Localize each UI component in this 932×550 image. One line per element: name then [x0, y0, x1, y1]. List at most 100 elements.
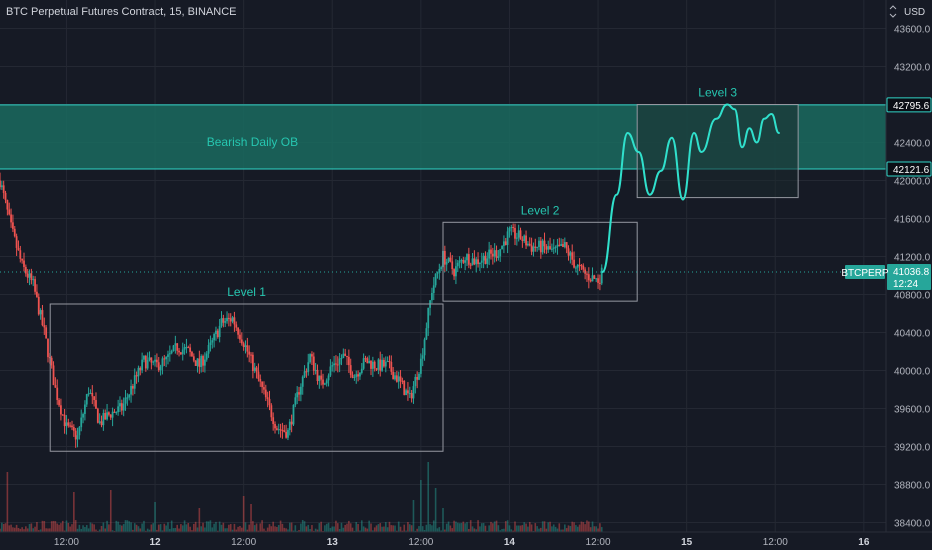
volume-bar [106, 520, 108, 532]
volume-bar [508, 525, 511, 532]
candle-body [96, 408, 99, 423]
volume-bar [445, 523, 448, 532]
candle-body [274, 424, 276, 429]
volume-bar [43, 521, 46, 532]
candle-body [552, 247, 555, 249]
candle-body [508, 228, 511, 232]
volume-bar [492, 523, 494, 532]
volume-bar [49, 528, 51, 532]
volume-bar [276, 526, 278, 532]
volume-bar [582, 522, 585, 532]
volume-bar [279, 520, 282, 532]
candle-body [503, 241, 505, 246]
volume-bar [165, 525, 167, 532]
volume-bar [45, 528, 47, 532]
volume-bar [213, 523, 215, 532]
volume-bar [163, 523, 166, 532]
volume-bar [189, 526, 191, 532]
volume-bar [397, 521, 400, 532]
symbol-tag [845, 265, 885, 280]
volume-bar [558, 523, 561, 532]
volume-bar [0, 528, 1, 532]
bar-countdown-label: 12:24 [893, 279, 918, 290]
candle-body [514, 228, 516, 239]
y-tick-label: 43600.0 [894, 25, 931, 36]
volume-bar [63, 530, 66, 532]
candle-body [36, 291, 38, 297]
volume-bar [540, 527, 542, 532]
candle-body [54, 385, 57, 388]
candle-body [510, 227, 513, 229]
volume-bar [91, 523, 94, 532]
candle-body [419, 358, 422, 374]
volume-bar [401, 530, 404, 532]
volume-bar [390, 525, 393, 532]
candle-body [504, 241, 507, 245]
volume-bar [154, 502, 156, 532]
volume-bar [477, 520, 479, 532]
candle-body [115, 412, 118, 414]
candle-body [218, 325, 221, 338]
volume-bar [233, 523, 236, 532]
volume-bar [145, 530, 147, 532]
candle-body [194, 360, 197, 366]
candle-body [521, 239, 524, 242]
volume-bar [108, 524, 110, 532]
candle-body [290, 421, 293, 425]
volume-bar [482, 522, 485, 532]
candle-body [484, 255, 487, 264]
volume-bar [351, 527, 354, 532]
candle-body [176, 343, 179, 351]
candle-body [183, 347, 186, 350]
volume-bar [268, 524, 271, 532]
price-tag-label: 42795.6 [893, 101, 930, 112]
volume-bar [56, 523, 59, 532]
volume-bar [30, 523, 33, 532]
candle-body [447, 257, 450, 262]
volume-bar [283, 527, 286, 532]
volume-bar [569, 526, 572, 532]
volume-bar [191, 530, 193, 532]
candle-body [82, 413, 84, 418]
level-label: Level 1 [227, 285, 266, 299]
candle-body [257, 371, 260, 379]
candle-body [528, 243, 531, 246]
candle-body [80, 417, 83, 428]
candle-body [338, 358, 341, 365]
candle-body [181, 349, 184, 355]
currency-menu[interactable]: USD [889, 5, 925, 18]
volume-bar [235, 529, 238, 532]
volume-bar [506, 520, 509, 532]
volume-bar [15, 524, 18, 532]
candle-body [23, 260, 25, 267]
x-tick-label: 12:00 [586, 537, 611, 548]
zone-label: Bearish Daily OB [207, 135, 298, 149]
candle-body [407, 390, 409, 394]
volume-bar [314, 528, 317, 532]
volume-bar [431, 525, 433, 532]
volume-bar [534, 523, 537, 532]
volume-bar [324, 525, 326, 532]
volume-bar [340, 522, 343, 532]
candle-body [0, 185, 3, 188]
candle-body [84, 404, 86, 414]
candle-body [311, 354, 313, 357]
volume-bar [13, 527, 16, 532]
candle-body [322, 379, 324, 385]
volume-bar [425, 524, 428, 532]
level-box [49, 303, 444, 452]
candle-body [141, 359, 144, 371]
volume-bar [416, 528, 418, 532]
volume-bar [466, 522, 468, 532]
time-axis[interactable]: 12:00 12 12:00 13 12:00 14 12:00 15 12:00 16 [54, 537, 870, 548]
volume-bar [412, 500, 415, 532]
candle-body [357, 374, 359, 377]
currency-label[interactable]: USD [904, 7, 925, 18]
volume-bar [248, 524, 250, 532]
volume-bar [222, 522, 225, 532]
volume-bar [204, 527, 206, 532]
level-box [636, 104, 799, 199]
volume-bar [84, 527, 86, 532]
volume-bar [146, 528, 149, 532]
